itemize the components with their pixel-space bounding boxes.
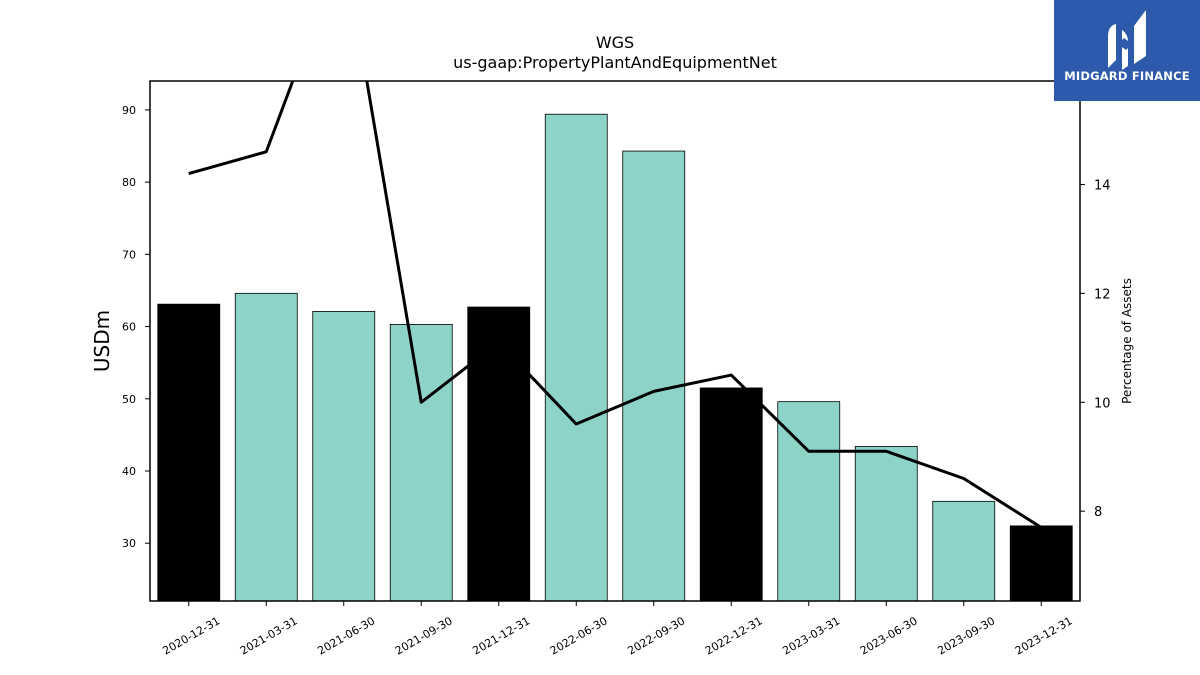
x-tick-label: 2023-09-30 xyxy=(935,614,997,657)
y-tick-label: 40 xyxy=(122,465,136,478)
bar-2023-06-30 xyxy=(854,446,918,602)
x-axis: 2020-12-31 2021-03-31 2021-06-30 2021-09-30… xyxy=(160,601,1075,658)
y-axis-right: 8 10 12 14 xyxy=(1080,178,1111,520)
y-tick-label: 70 xyxy=(122,248,136,261)
x-tick-label: 2022-12-31 xyxy=(703,614,765,657)
x-tick-label: 2023-12-31 xyxy=(1013,614,1075,657)
midgard-logo-icon xyxy=(1108,10,1146,70)
y-right-tick-label: 10 xyxy=(1094,396,1111,411)
x-tick-label: 2023-06-30 xyxy=(858,614,920,657)
chart-title: WGS xyxy=(596,33,634,52)
x-tick-label: 2022-06-30 xyxy=(548,614,610,657)
y-tick-label: 30 xyxy=(122,537,136,550)
chart-subtitle: us-gaap:PropertyPlantAndEquipmentNet xyxy=(453,53,777,72)
bar-2020-12-31 xyxy=(157,303,221,602)
y-tick-label: 60 xyxy=(122,321,136,334)
bar-2022-06-30 xyxy=(544,113,608,602)
x-tick-label: 2021-03-31 xyxy=(238,614,300,657)
bar-2021-12-31 xyxy=(467,306,531,602)
bar-2021-09-30 xyxy=(389,323,453,602)
plot-frame xyxy=(149,80,1081,602)
line-layer xyxy=(188,81,1043,529)
bars-group xyxy=(157,113,1073,602)
bar-2023-03-31 xyxy=(777,401,841,602)
bar-2022-12-31 xyxy=(699,387,763,602)
y-tick-label: 80 xyxy=(122,176,136,189)
bar-2021-06-30 xyxy=(312,310,376,602)
y-right-tick-label: 8 xyxy=(1094,505,1102,520)
bar-2021-03-31 xyxy=(234,292,298,602)
bar-2023-12-31 xyxy=(1009,525,1073,602)
y-right-tick-label: 12 xyxy=(1094,287,1111,302)
x-tick-label: 2021-12-31 xyxy=(470,614,532,657)
logo-text: MIDGARD FINANCE xyxy=(1064,69,1190,83)
bar-2023-09-30 xyxy=(932,500,996,602)
y-axis-left: 30 40 50 60 70 80 90 xyxy=(122,104,150,550)
x-tick-label: 2021-06-30 xyxy=(315,614,377,657)
y-axis-right-label: Percentage of Assets xyxy=(1120,278,1134,404)
y-tick-label: 90 xyxy=(122,104,136,117)
x-tick-label: 2022-09-30 xyxy=(625,614,687,657)
y-axis-label: USDm xyxy=(90,310,114,372)
x-tick-label: 2021-09-30 xyxy=(393,614,455,657)
x-tick-label: 2020-12-31 xyxy=(160,614,222,657)
brand-logo: MIDGARD FINANCE xyxy=(1054,0,1200,101)
bar-2022-09-30 xyxy=(622,150,686,602)
y-tick-label: 50 xyxy=(122,393,136,406)
y-right-tick-label: 14 xyxy=(1094,178,1111,193)
percentage-line xyxy=(188,81,1043,529)
x-tick-label: 2023-03-31 xyxy=(780,614,842,657)
